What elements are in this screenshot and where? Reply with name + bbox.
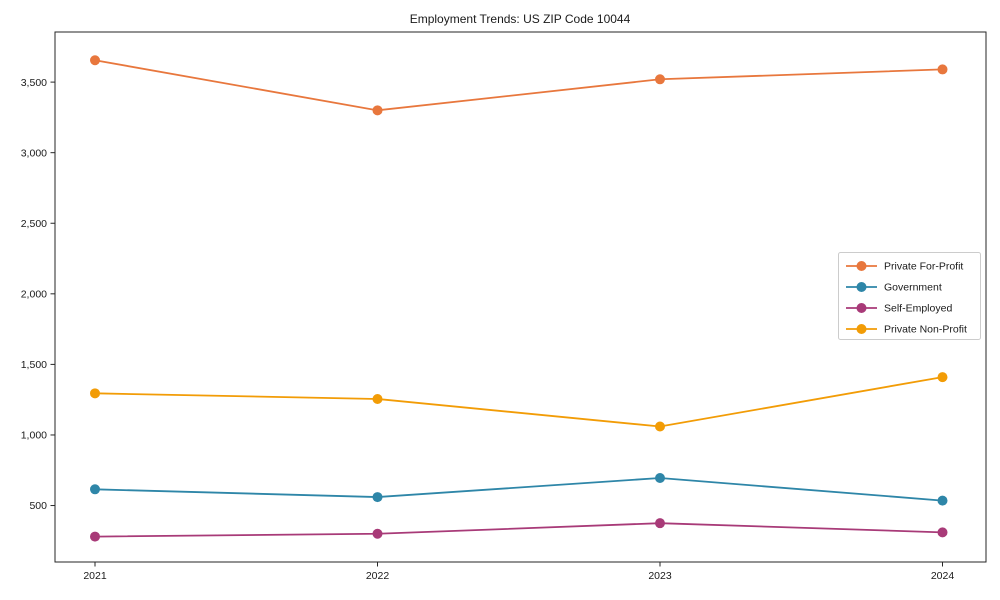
chart-title: Employment Trends: US ZIP Code 10044 xyxy=(410,12,631,26)
y-tick-label: 3,500 xyxy=(21,77,47,89)
x-tick-label: 2021 xyxy=(83,570,107,582)
y-tick-label: 500 xyxy=(29,500,47,512)
legend-box xyxy=(838,252,981,340)
legend-swatch-marker xyxy=(856,261,867,271)
series-marker xyxy=(372,492,383,503)
y-tick-label: 2,000 xyxy=(21,289,47,301)
legend-item-label: Government xyxy=(884,282,942,294)
series-line xyxy=(94,477,943,502)
series-marker xyxy=(937,372,948,383)
y-tick-label: 2,500 xyxy=(21,218,47,230)
legend-item-label: Private For-Profit xyxy=(884,261,963,273)
legend-item-label: Self-Employed xyxy=(884,303,952,315)
y-axis: 500 1,000 1,500 2,000 2,500 3,000 3,500 xyxy=(21,77,55,512)
x-tick-label: 2023 xyxy=(648,570,672,582)
series-marker xyxy=(937,527,948,538)
legend-swatch-marker xyxy=(856,282,867,292)
series-marker xyxy=(90,55,100,66)
y-tick-label: 1,000 xyxy=(21,430,47,442)
series-line xyxy=(94,59,943,112)
x-axis: 2021 2022 2023 2024 xyxy=(83,562,954,582)
y-tick-label: 1,500 xyxy=(21,359,47,371)
legend: Private For-Profit Government Self-Employe… xyxy=(838,252,981,340)
y-tick-label: 3,000 xyxy=(21,147,47,159)
plot-area-border xyxy=(54,31,987,563)
series-marker xyxy=(372,393,383,404)
series-marker xyxy=(655,421,665,432)
x-tick-label: 2024 xyxy=(931,570,955,582)
legend-swatch-marker xyxy=(856,324,867,334)
series-marker xyxy=(90,484,100,495)
legend-swatch-marker xyxy=(856,303,867,313)
series-lines xyxy=(90,55,948,542)
series-marker xyxy=(372,528,383,539)
series-marker xyxy=(655,518,665,529)
x-tick-label: 2022 xyxy=(366,570,390,582)
legend-item-label: Private Non-Profit xyxy=(884,324,967,336)
series-marker xyxy=(655,74,665,85)
series-line xyxy=(94,522,943,538)
series-marker xyxy=(655,473,665,484)
series-marker xyxy=(90,388,100,399)
series-marker xyxy=(90,531,100,542)
series-line xyxy=(94,376,943,428)
series-marker xyxy=(937,64,948,75)
series-marker xyxy=(937,495,948,506)
series-marker xyxy=(372,105,383,116)
